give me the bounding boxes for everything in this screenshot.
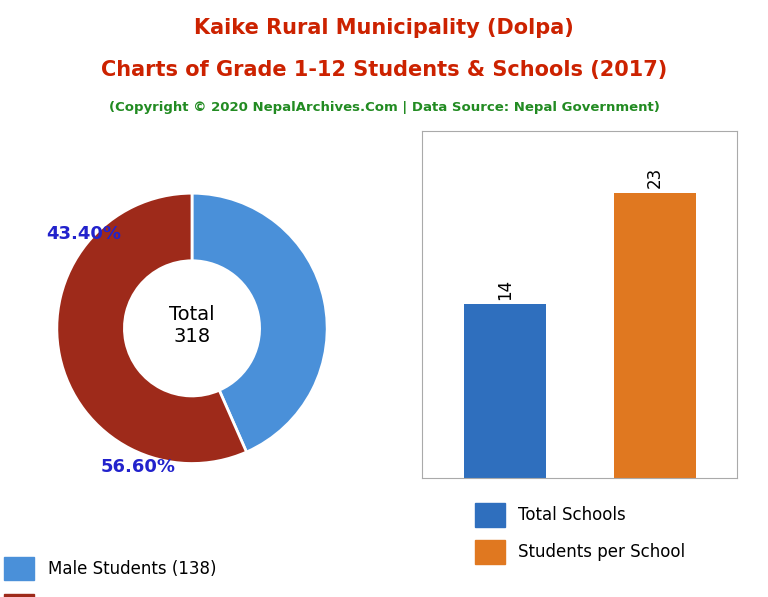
Legend: Total Schools, Students per School: Total Schools, Students per School — [475, 503, 685, 564]
Text: 56.60%: 56.60% — [101, 458, 175, 476]
Text: (Copyright © 2020 NepalArchives.Com | Data Source: Nepal Government): (Copyright © 2020 NepalArchives.Com | Da… — [108, 101, 660, 115]
Legend: Male Students (138), Female Students (180): Male Students (138), Female Students (18… — [5, 557, 237, 597]
Text: 14: 14 — [496, 278, 514, 300]
Wedge shape — [192, 193, 327, 452]
Bar — [464, 304, 546, 478]
Text: 23: 23 — [646, 167, 664, 188]
Wedge shape — [57, 193, 247, 463]
Text: Charts of Grade 1-12 Students & Schools (2017): Charts of Grade 1-12 Students & Schools … — [101, 60, 667, 80]
Bar — [614, 193, 696, 478]
Text: Total
318: Total 318 — [169, 305, 215, 346]
Text: 43.40%: 43.40% — [46, 224, 121, 243]
Text: Kaike Rural Municipality (Dolpa): Kaike Rural Municipality (Dolpa) — [194, 18, 574, 38]
